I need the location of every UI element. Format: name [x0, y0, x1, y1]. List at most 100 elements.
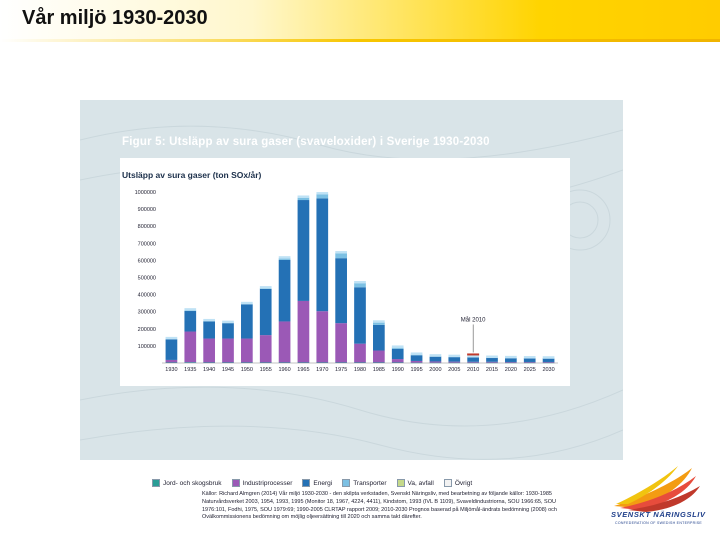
- legend-label: Energi: [313, 479, 333, 487]
- bar-segment-1935-2: [184, 311, 197, 332]
- bar-segment-1995-2: [410, 355, 423, 361]
- svenskt-naringsliv-logo: [614, 466, 700, 512]
- legend-label: Industriprocesser: [242, 479, 293, 487]
- bar-segment-2015-1: [486, 361, 498, 363]
- bar-segment-1955-0: [259, 362, 272, 363]
- bar-segment-1980-1: [354, 343, 366, 363]
- bar-segment-2020-2: [505, 358, 517, 362]
- bar-cap-1960: [278, 256, 291, 259]
- x-tick-label: 1995: [410, 367, 422, 373]
- logo-wing-2: [620, 476, 696, 510]
- bar-segment-1940-2: [203, 321, 215, 339]
- bar-segment-2000-2: [429, 356, 442, 362]
- x-tick-label: 1970: [316, 367, 328, 373]
- bar-segment-2010-2: [467, 357, 479, 362]
- x-tick-label: 2000: [429, 367, 441, 373]
- y-axis-title: Utsläpp av sura gaser (ton SOx/år): [122, 170, 262, 180]
- legend-item: Jord- och skogsbruk: [152, 479, 222, 487]
- figure-source: Källor: Richard Almgren (2014) Vår miljö…: [202, 491, 557, 521]
- x-tick-label: 1960: [278, 367, 290, 373]
- bar-segment-1940-1: [203, 338, 215, 363]
- bar-segment-2025-0: [523, 362, 536, 364]
- legend-item: Energi: [302, 479, 332, 487]
- bar-cap-1995: [410, 352, 423, 355]
- bar-segment-2015-2: [486, 357, 498, 362]
- y-tick-label: 800000: [138, 224, 156, 230]
- legend-label: Jord- och skogsbruk: [163, 479, 222, 487]
- y-tick-label: 400000: [138, 293, 156, 299]
- slide-title: Vår miljö 1930-2030: [22, 7, 208, 29]
- bar-cap-1945: [222, 320, 234, 324]
- x-tick-label: 1985: [373, 367, 385, 373]
- bar-segment-1960-0: [278, 362, 291, 363]
- bar-cap-1955: [259, 286, 272, 289]
- bar-segment-1950-1: [241, 338, 253, 363]
- x-tick-label: 1935: [184, 367, 196, 373]
- bar-segment-1955-2: [259, 288, 272, 336]
- legend-item: Övrigt: [443, 479, 473, 487]
- bar-segment-1950-0: [241, 362, 253, 363]
- x-tick-label: 1950: [241, 367, 253, 373]
- title-underline: [0, 39, 720, 42]
- bar-segment-1945-2: [222, 323, 234, 339]
- y-tick-label: 1000000: [135, 190, 156, 196]
- bar-segment-2005-2: [448, 357, 461, 362]
- bar-cap-1940: [203, 318, 215, 322]
- bar-cap-2025: [523, 356, 536, 359]
- x-tick-label: 1930: [165, 367, 177, 373]
- bar-cap-1975: [335, 251, 347, 254]
- bar-segment-1970-2: [316, 198, 329, 312]
- legend-swatch: [396, 479, 405, 487]
- bar-segment-2005-1: [448, 361, 461, 363]
- bar-segment-2020-1: [505, 361, 517, 363]
- y-tick-label: 300000: [138, 310, 156, 316]
- bar-segment-1930-0: [165, 362, 178, 363]
- legend-swatch: [302, 479, 311, 487]
- x-tick-label: 2020: [505, 367, 517, 373]
- legend-item: Va, avfall: [396, 479, 434, 487]
- bar-segment-1950-2: [241, 304, 253, 339]
- bar-segment-1970-0: [316, 362, 329, 363]
- legend-item: Industriprocesser: [231, 479, 293, 487]
- bar-cap-2005: [448, 354, 461, 358]
- bar-segment-1960-3: [278, 258, 291, 260]
- bar-segment-1990-0: [391, 362, 404, 363]
- bar-segment-2030-0: [542, 362, 555, 364]
- y-tick-label: 100000: [138, 344, 156, 350]
- x-tick-label: 1940: [203, 367, 215, 373]
- bar-segment-1975-0: [335, 362, 347, 363]
- bar-segment-2005-0: [448, 362, 461, 364]
- bar-segment-1960-1: [278, 321, 291, 363]
- legend-swatch: [342, 479, 351, 487]
- bar-segment-1995-1: [410, 360, 423, 363]
- target-label: Mål 2010: [461, 316, 486, 323]
- title-bar: Vår miljö 1930-2030: [0, 0, 720, 42]
- y-tick-label: 500000: [138, 276, 156, 282]
- bar-cap-2015: [486, 355, 498, 359]
- bar-cap-2000: [429, 354, 442, 357]
- bar-cap-2020: [505, 355, 517, 359]
- bar-segment-1965-2: [297, 200, 310, 301]
- legend-label: Övrigt: [454, 479, 473, 487]
- bar-segment-1965-0: [297, 362, 310, 363]
- bar-segment-1985-0: [373, 362, 385, 363]
- bar-segment-1945-0: [222, 362, 234, 363]
- bar-segment-1975-3: [335, 253, 347, 259]
- x-tick-label: 1980: [354, 367, 366, 373]
- bar-segment-1985-3: [373, 322, 385, 325]
- legend-label: Transporter: [353, 479, 387, 487]
- bar-segment-1970-3: [316, 194, 329, 199]
- bar-segment-1975-1: [335, 323, 347, 363]
- x-tick-label: 1965: [297, 367, 309, 373]
- legend-swatch: [152, 479, 160, 487]
- legend-label: Va, avfall: [407, 479, 434, 487]
- bar-segment-2010-0: [467, 362, 479, 364]
- bar-segment-1990-2: [391, 348, 404, 360]
- y-tick-label: 200000: [138, 327, 156, 333]
- bar-cap-1980: [354, 280, 366, 284]
- bar-segment-1975-2: [335, 258, 347, 324]
- bar-cap-2010: [467, 355, 479, 358]
- legend-swatch: [231, 479, 240, 487]
- bar-segment-2025-2: [523, 358, 536, 362]
- bar-cap-1985: [373, 320, 385, 323]
